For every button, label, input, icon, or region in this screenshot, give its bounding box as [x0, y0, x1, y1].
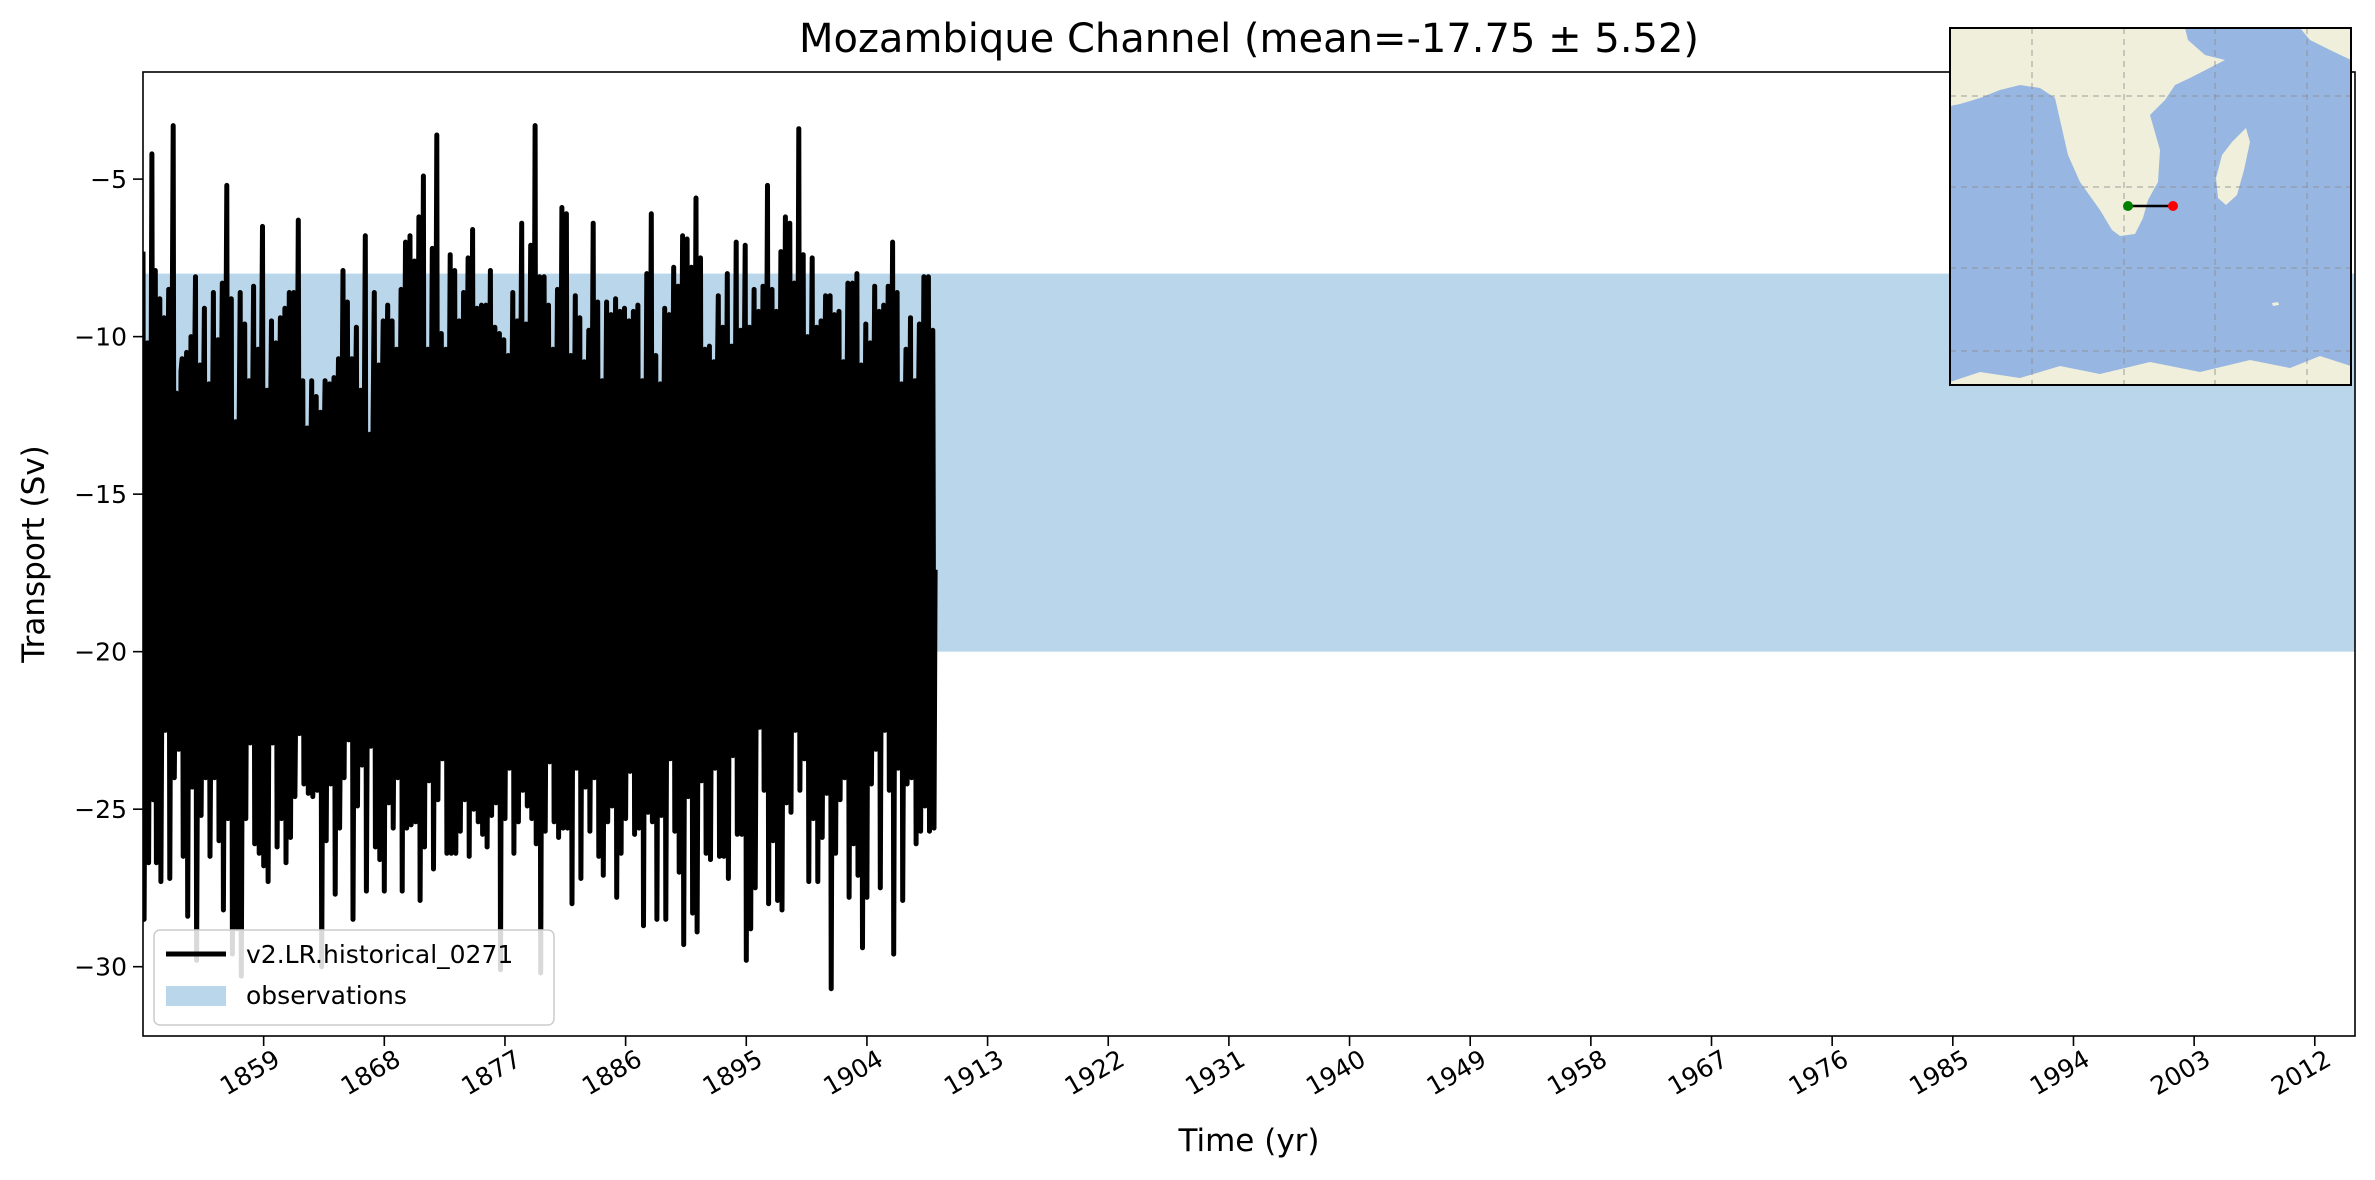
legend-label-series: v2.LR.historical_0271	[246, 940, 513, 969]
plot-frame	[142, 71, 2356, 1037]
x-tick-label: 1985	[1904, 1044, 1974, 1101]
y-tick-label: −30	[74, 953, 127, 982]
inset-land-africa	[1950, 28, 2225, 236]
x-tick-label: 1877	[456, 1044, 526, 1101]
x-tick-label: 1940	[1301, 1044, 1371, 1101]
legend: v2.LR.historical_0271 observations	[153, 929, 555, 1026]
inset-land-madagascar	[2216, 128, 2250, 205]
y-axis-ticks: −30 −25 −20 −15 −10 −5	[74, 165, 143, 982]
y-tick-label: −15	[74, 480, 127, 509]
x-axis-ticks: 1859 1868 1877 1886 1895 1904 1913 1922 1931 1940…	[215, 1036, 2336, 1101]
x-tick-label: 1913	[939, 1044, 1009, 1101]
x-tick-label: 1895	[698, 1044, 768, 1101]
x-tick-label: 1886	[577, 1044, 647, 1101]
x-tick-label: 1922	[1060, 1044, 1130, 1101]
x-tick-label: 2012	[2266, 1044, 2336, 1101]
y-tick-label: −10	[74, 323, 127, 352]
inset-transect-start-marker	[2123, 201, 2133, 211]
y-tick-label: −5	[90, 165, 127, 194]
legend-box	[153, 929, 555, 1026]
inset-land-islands	[2272, 302, 2279, 306]
inset-land-arabia	[2300, 28, 2351, 60]
x-tick-label: 1967	[1663, 1044, 1733, 1101]
inset-transect-end-marker	[2168, 201, 2178, 211]
inset-frame	[1949, 27, 2352, 386]
x-axis-label: Time (yr)	[1178, 1123, 1320, 1159]
y-axis-label: Transport (Sv)	[16, 445, 52, 664]
inset-land-antarctica	[1950, 356, 2351, 385]
series-line-v2-lr-historical-0271	[143, 123, 938, 992]
x-tick-label: 1958	[1542, 1044, 1612, 1101]
inset-graticule	[1950, 28, 2351, 385]
x-tick-label: 1859	[215, 1044, 285, 1101]
x-tick-label: 1994	[2025, 1044, 2095, 1101]
x-tick-label: 1949	[1422, 1044, 1492, 1101]
y-tick-label: −20	[74, 638, 127, 667]
x-tick-label: 1931	[1180, 1044, 1250, 1101]
legend-patch-swatch	[166, 986, 226, 1006]
inset-map	[1949, 27, 2352, 386]
x-tick-label: 1868	[336, 1044, 406, 1101]
x-tick-label: 1976	[1784, 1044, 1854, 1101]
legend-label-observations: observations	[246, 981, 407, 1010]
chart-title: Mozambique Channel (mean=-17.75 ± 5.52)	[799, 16, 1699, 62]
x-tick-label: 2003	[2146, 1044, 2216, 1101]
x-tick-label: 1904	[818, 1044, 888, 1101]
y-tick-label: −25	[74, 795, 127, 824]
